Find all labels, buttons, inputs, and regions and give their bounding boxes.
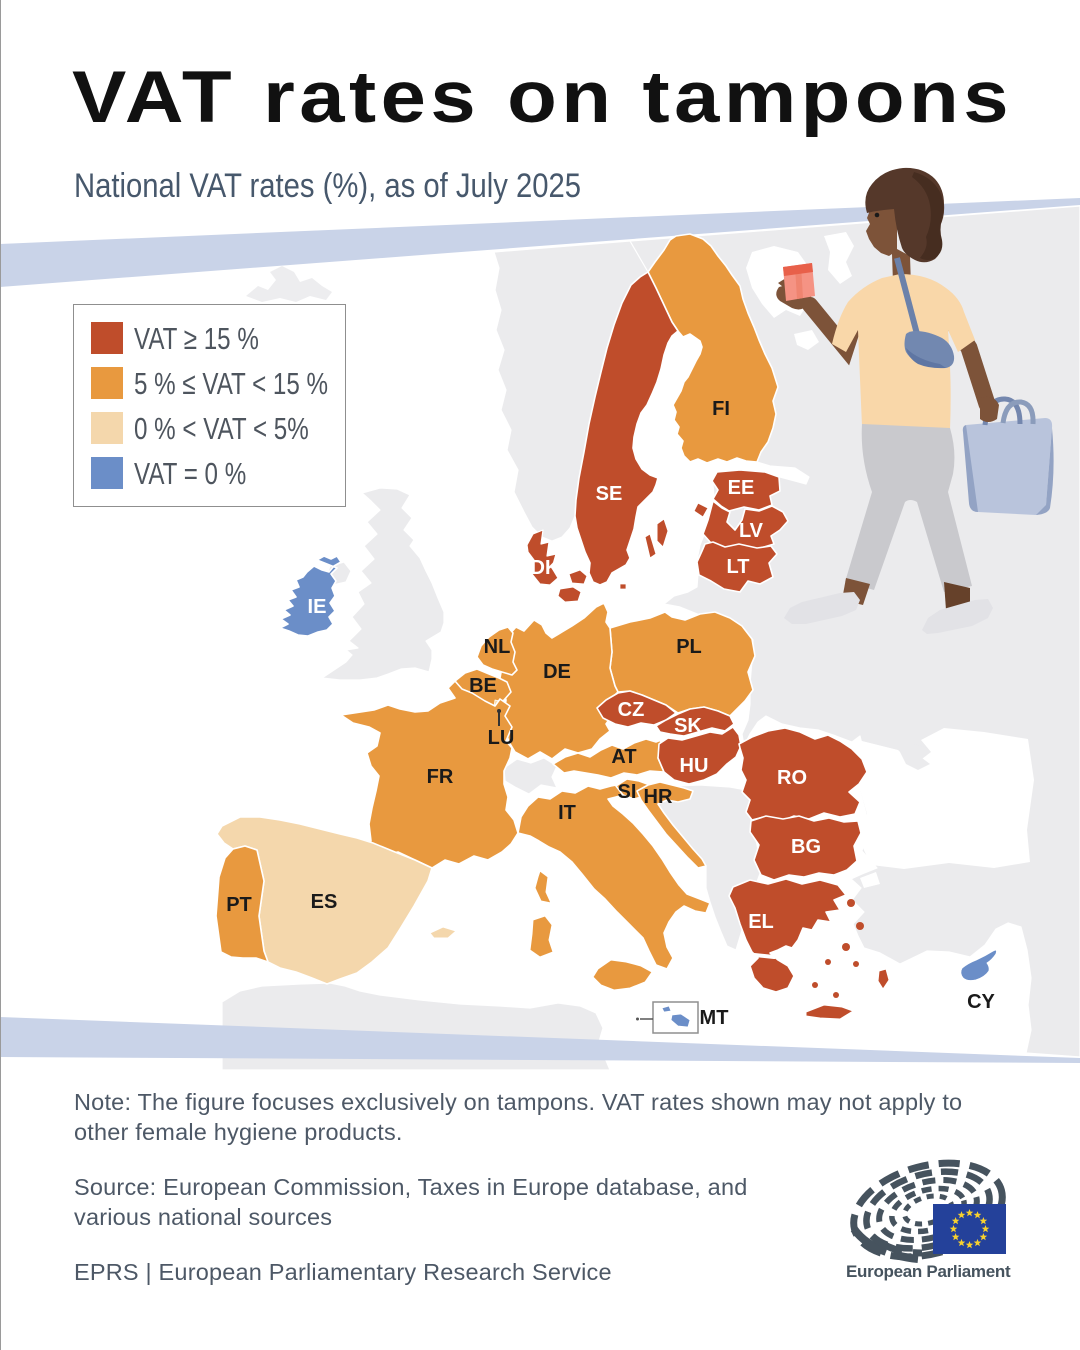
svg-text:EE: EE (728, 477, 755, 499)
svg-text:BE: BE (469, 675, 497, 697)
svg-text:European Parliament: European Parliament (846, 1262, 1011, 1281)
svg-text:CY: CY (967, 991, 995, 1013)
svg-text:LT: LT (727, 556, 750, 578)
svg-text:PT: PT (226, 894, 252, 916)
svg-text:SK: SK (674, 715, 702, 737)
svg-text:HR: HR (644, 786, 673, 808)
svg-text:CZ: CZ (618, 699, 645, 721)
svg-text:ES: ES (311, 891, 338, 913)
svg-text:AT: AT (611, 746, 636, 768)
svg-text:LU: LU (488, 727, 515, 749)
svg-text:BG: BG (791, 836, 821, 858)
svg-text:SE: SE (596, 483, 623, 505)
svg-text:HU: HU (680, 755, 709, 777)
svg-text:EL: EL (748, 911, 774, 933)
svg-text:IT: IT (558, 802, 576, 824)
svg-text:FI: FI (712, 398, 730, 420)
svg-text:IE: IE (308, 596, 327, 618)
svg-text:LV: LV (739, 520, 764, 542)
svg-text:FR: FR (427, 766, 454, 788)
svg-text:DE: DE (543, 661, 571, 683)
svg-text:DK: DK (531, 557, 560, 579)
svg-text:SI: SI (618, 781, 637, 803)
svg-text:MT: MT (700, 1007, 729, 1029)
svg-text:PL: PL (676, 636, 702, 658)
svg-text:NL: NL (484, 636, 511, 658)
svg-text:RO: RO (777, 767, 807, 789)
